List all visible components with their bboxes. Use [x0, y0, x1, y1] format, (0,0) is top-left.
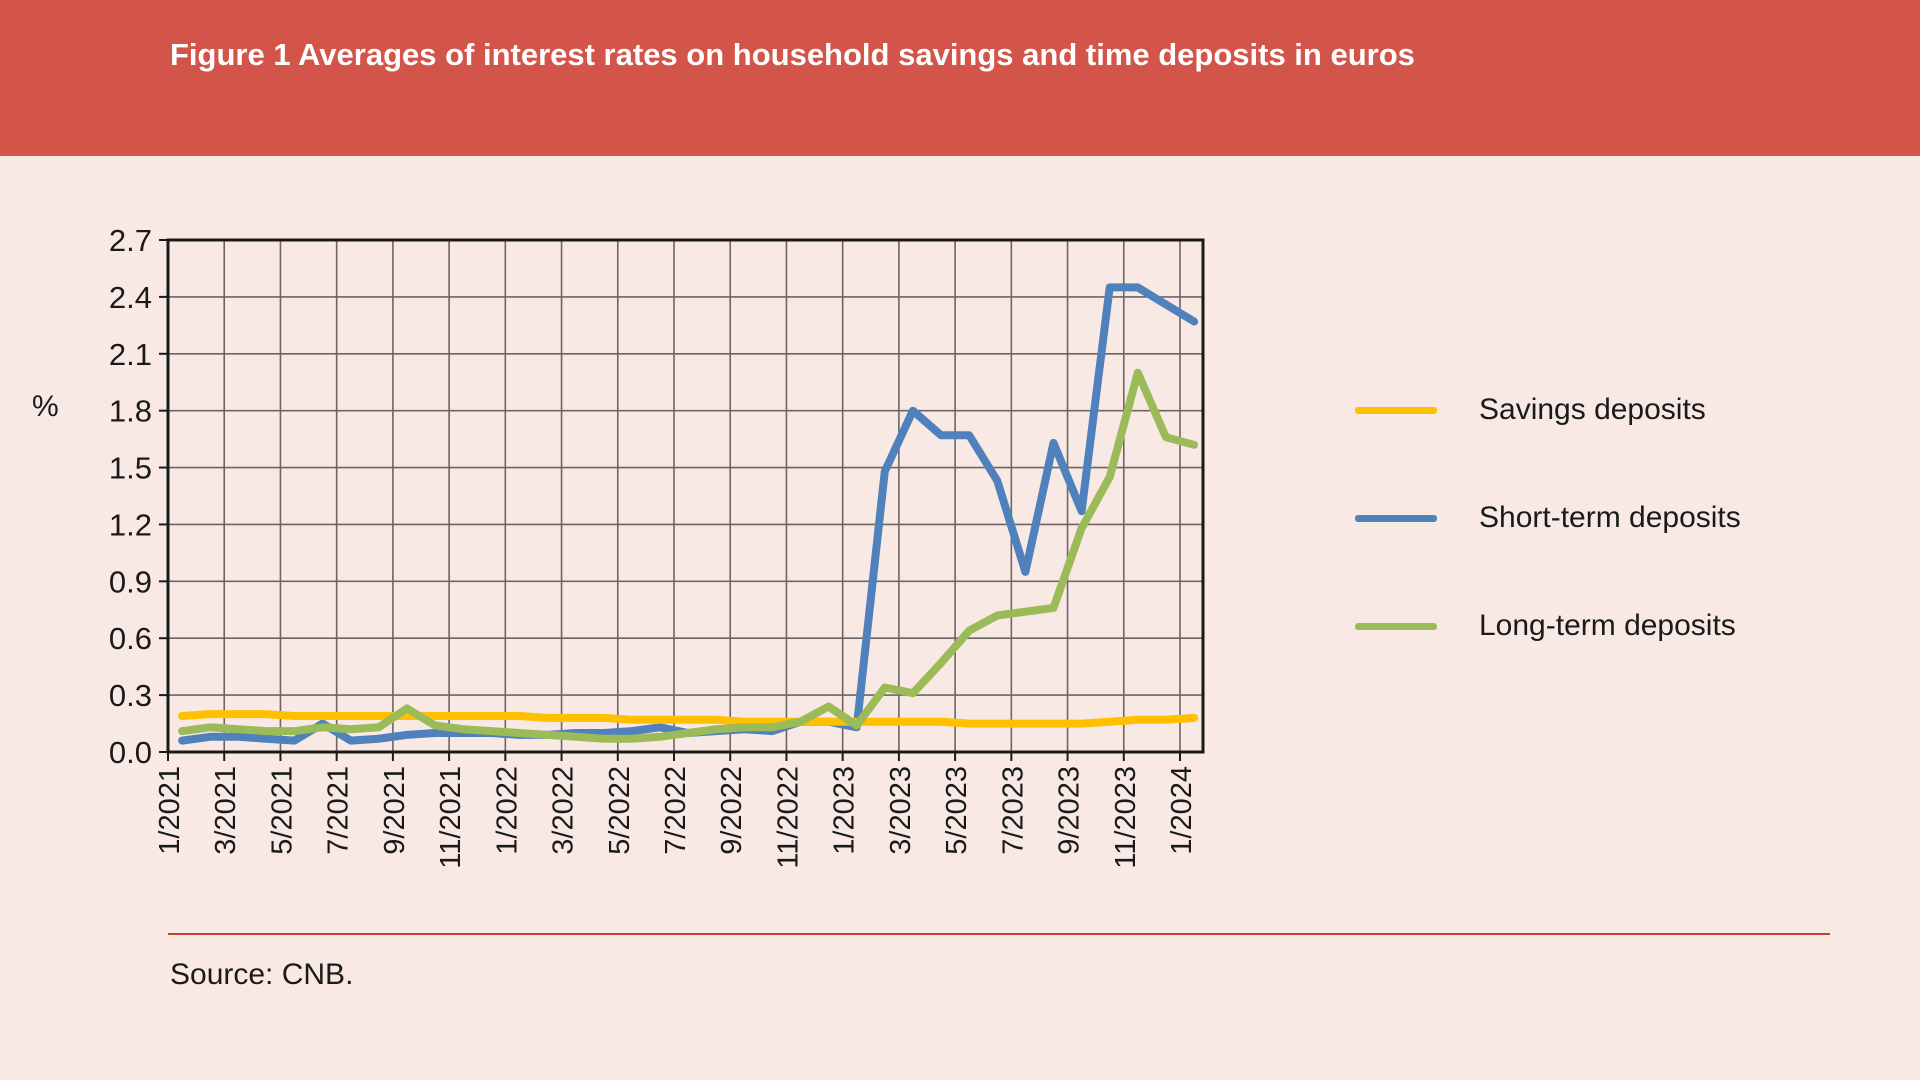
x-tick-label: 3/2022	[548, 766, 580, 855]
figure-title-banner: Figure 1 Averages of interest rates on h…	[0, 0, 1920, 156]
x-tick-label: 1/2023	[829, 766, 861, 855]
x-tick-label: 7/2023	[997, 766, 1029, 855]
y-tick-label: 0.6	[109, 621, 152, 656]
x-tick-label: 1/2022	[491, 766, 523, 855]
legend-item: Long-term deposits	[1355, 608, 1835, 644]
figure-title: Figure 1 Averages of interest rates on h…	[170, 37, 1415, 72]
y-tick-label: 2.4	[109, 280, 152, 315]
series-line-0	[178, 710, 1199, 728]
legend-swatch-icon	[1355, 514, 1437, 522]
legend-item: Short-term deposits	[1355, 500, 1835, 536]
x-tick-label: 5/2022	[604, 766, 636, 855]
legend-item: Savings deposits	[1355, 392, 1835, 428]
x-tick-label: 11/2022	[772, 766, 804, 869]
y-tick-label: 1.5	[109, 451, 152, 486]
y-tick-label: 1.2	[109, 507, 152, 542]
legend-label: Long-term deposits	[1479, 609, 1736, 642]
chart-legend: Savings deposits Short-term deposits Long-…	[1355, 392, 1835, 716]
legend-swatch-icon	[1355, 406, 1437, 414]
y-tick-label: 0.9	[109, 564, 152, 599]
x-tick-label: 1/2024	[1166, 766, 1198, 855]
source-note: Source: CNB.	[170, 958, 354, 991]
x-tick-label: 3/2023	[885, 766, 917, 855]
x-tick-label: 11/2023	[1110, 766, 1142, 869]
x-tick-label: 1/2021	[154, 766, 186, 855]
y-tick-label: 0.0	[109, 735, 152, 770]
x-tick-label: 7/2022	[660, 766, 692, 855]
y-tick-label: 1.8	[109, 394, 152, 429]
series-line-2	[178, 368, 1199, 743]
x-tick-label: 11/2021	[435, 766, 467, 869]
legend-swatch-icon	[1355, 622, 1437, 630]
x-tick-label: 9/2022	[716, 766, 748, 855]
x-tick-label: 5/2021	[266, 766, 298, 855]
y-tick-label: 0.3	[109, 678, 152, 713]
series-line-1	[178, 283, 1199, 745]
x-tick-label: 5/2023	[941, 766, 973, 855]
x-tick-label: 7/2021	[323, 766, 355, 855]
legend-label: Savings deposits	[1479, 393, 1706, 426]
x-tick-label: 9/2023	[1054, 766, 1086, 855]
line-chart: 0.0 0.3 0.6 0.9 1.2 1.5 1.8 2.1 2.4 2.7 1/2021 3/20…	[109, 223, 1205, 869]
x-tick-label: 9/2021	[379, 766, 411, 855]
divider-rule	[168, 933, 1830, 935]
y-tick-label: 2.1	[109, 337, 152, 372]
y-tick-label: 2.7	[109, 223, 152, 258]
x-tick-label: 3/2021	[210, 766, 242, 855]
y-axis-unit-label: %	[32, 390, 59, 423]
legend-label: Short-term deposits	[1479, 501, 1741, 534]
